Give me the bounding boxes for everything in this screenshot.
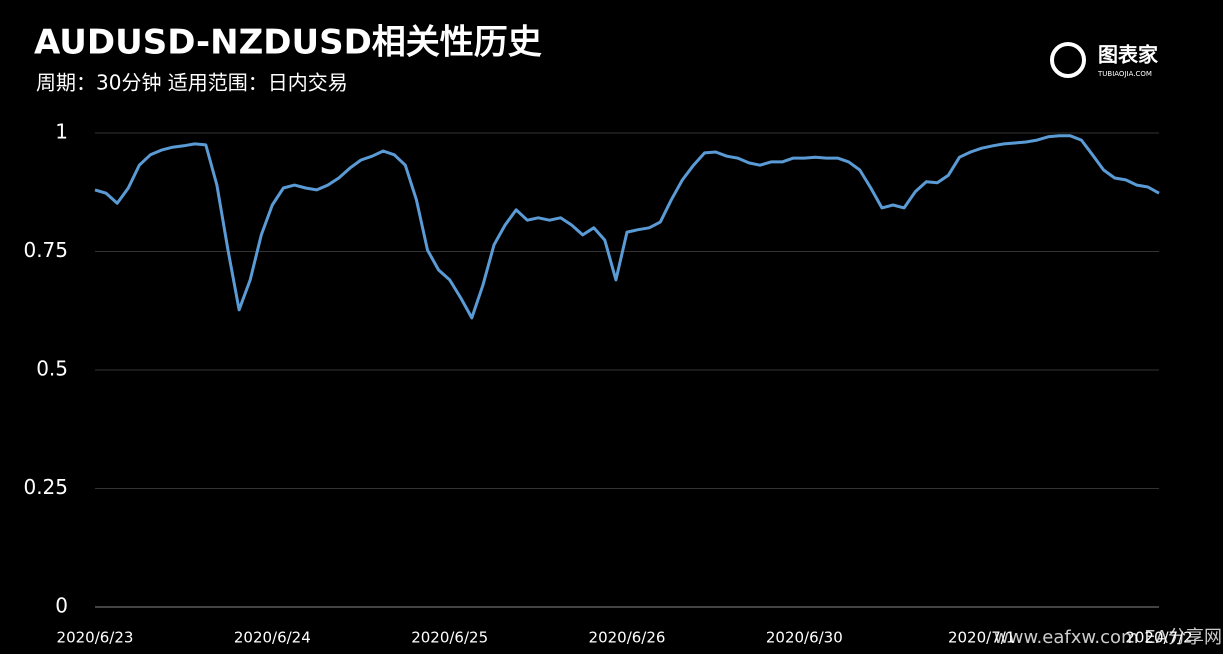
logo-sub: TUBIAOJIA.COM [1097, 70, 1152, 78]
y-tick-label: 0 [55, 594, 68, 618]
x-tick-label: 2020/6/26 [589, 629, 666, 647]
line [94, 134, 1160, 320]
x-tick-label: 2020/6/23 [57, 629, 134, 647]
watermark: www.eafxw.com EA分享网 [994, 627, 1222, 648]
y-tick-label: 0.75 [23, 238, 68, 262]
chart-title: AUDUSD-NZDUSD相关性历史 [34, 23, 542, 63]
chart-subtitle: 周期：30分钟 适用范围：日内交易 [36, 71, 348, 95]
y-tick-label: 0.5 [36, 357, 68, 381]
x-tick-label: 2020/7/1 [948, 629, 1015, 647]
x-tick-label: 2020/6/25 [411, 629, 488, 647]
y-tick-label: 0.25 [23, 475, 68, 499]
logo-icon [1050, 42, 1086, 78]
x-tick-label: 2020/6/30 [766, 629, 843, 647]
logo: 图表家 [1098, 43, 1159, 67]
x-tick-label: 2020/6/24 [234, 629, 311, 647]
y-tick-label: 1 [55, 120, 68, 144]
x-tick-label: 2020/7/2 [1125, 629, 1192, 647]
